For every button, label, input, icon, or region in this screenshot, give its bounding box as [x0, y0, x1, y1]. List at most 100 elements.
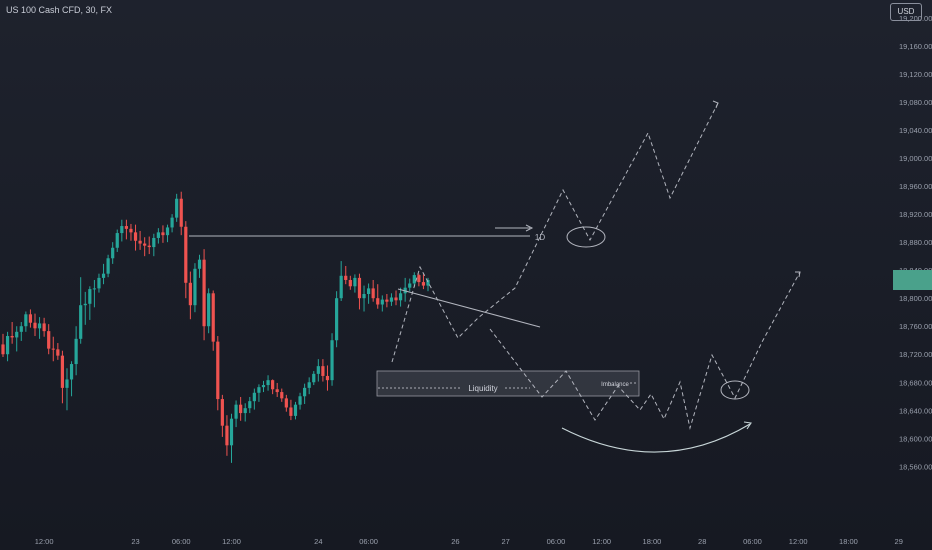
- y-tick-label: 19,120.00: [899, 70, 932, 79]
- candle-body: [101, 273, 106, 278]
- x-tick-label: 18:00: [839, 537, 858, 546]
- y-tick-label: 18,960.00: [899, 182, 932, 191]
- candle-body: [266, 380, 270, 386]
- x-tick-label: 12:00: [592, 537, 611, 546]
- candle: [120, 219, 124, 242]
- candle: [5, 331, 10, 362]
- candle: [37, 317, 42, 339]
- candle: [170, 214, 174, 233]
- candle: [353, 274, 357, 293]
- candle: [289, 399, 293, 421]
- candle: [106, 254, 110, 278]
- y-tick-label: 18,640.00: [899, 406, 932, 415]
- candle-body: [234, 404, 238, 419]
- candle-body: [115, 233, 119, 248]
- candle-body: [380, 299, 384, 305]
- x-tick-label: 18:00: [643, 537, 662, 546]
- candle: [33, 313, 37, 337]
- candle-body: [193, 268, 197, 306]
- currency-button[interactable]: USD: [890, 3, 922, 21]
- candle: [51, 336, 55, 362]
- candle: [165, 224, 170, 243]
- candle-body: [129, 228, 133, 233]
- x-tick-label: 12:00: [789, 537, 808, 546]
- candle-body: [74, 338, 78, 365]
- candle: [138, 230, 142, 250]
- candle-body: [220, 399, 224, 426]
- candle: [79, 277, 83, 344]
- candle-body: [248, 401, 252, 409]
- candle: [261, 380, 266, 393]
- candle-body: [97, 277, 101, 289]
- candle: [421, 274, 426, 290]
- x-tick-label: 06:00: [359, 537, 378, 546]
- candle-body: [202, 259, 206, 327]
- candle: [143, 237, 147, 257]
- x-tick-label: 26: [451, 537, 459, 546]
- candle: [83, 291, 87, 325]
- candle-body: [312, 373, 316, 383]
- candle: [239, 396, 243, 421]
- candle: [42, 317, 46, 337]
- candle-body: [42, 323, 46, 332]
- candle-body: [170, 217, 174, 228]
- x-tick-label: 06:00: [743, 537, 762, 546]
- candle: [271, 379, 275, 395]
- candle: [385, 293, 389, 308]
- candle-body: [275, 389, 279, 393]
- candle: [408, 278, 412, 292]
- candle: [248, 396, 252, 414]
- candle: [24, 311, 28, 332]
- candle: [60, 350, 65, 404]
- candle: [367, 283, 371, 304]
- candle: [293, 401, 298, 420]
- y-tick-label: 19,160.00: [899, 42, 932, 51]
- candle-body: [184, 226, 188, 283]
- candle-body: [362, 293, 366, 299]
- candle: [284, 394, 288, 412]
- candle-body: [19, 326, 23, 332]
- candle: [184, 221, 188, 299]
- candle: [193, 263, 197, 313]
- candle: [56, 343, 60, 360]
- candle-body: [225, 425, 229, 446]
- candle: [15, 326, 19, 352]
- target-ellipse-bottom: [720, 380, 750, 400]
- candle: [111, 242, 115, 264]
- candle-body: [357, 277, 362, 299]
- candle: [257, 384, 261, 402]
- y-tick-label: 18,800.00: [899, 294, 932, 303]
- candle-body: [421, 282, 426, 286]
- candle-body: [197, 259, 202, 269]
- candle: [303, 383, 307, 404]
- candle: [371, 279, 375, 302]
- candle: [74, 326, 78, 376]
- candle: [339, 261, 343, 302]
- candle-body: [298, 396, 302, 405]
- candle-body: [280, 392, 284, 399]
- candle: [161, 225, 165, 243]
- candle: [316, 359, 320, 382]
- x-tick-label: 29: [895, 537, 903, 546]
- candle: [175, 193, 179, 222]
- candle-body: [156, 232, 160, 238]
- bearish-projection-path: [489, 271, 801, 430]
- candle-body: [175, 198, 179, 218]
- candle-body: [316, 366, 320, 374]
- candle-body: [111, 247, 115, 259]
- candle: [28, 309, 33, 328]
- candle: [252, 388, 256, 410]
- candle-body: [47, 331, 51, 349]
- imbalance-label: Imbalance: [601, 382, 629, 388]
- candle-body: [371, 288, 375, 299]
- candle: [234, 400, 238, 428]
- y-tick-label: 18,880.00: [899, 238, 932, 247]
- candle: [229, 413, 234, 463]
- candle: [220, 394, 224, 437]
- candle-body: [289, 407, 293, 416]
- candle-body: [284, 398, 288, 408]
- candle: [348, 275, 352, 290]
- candle: [398, 287, 403, 307]
